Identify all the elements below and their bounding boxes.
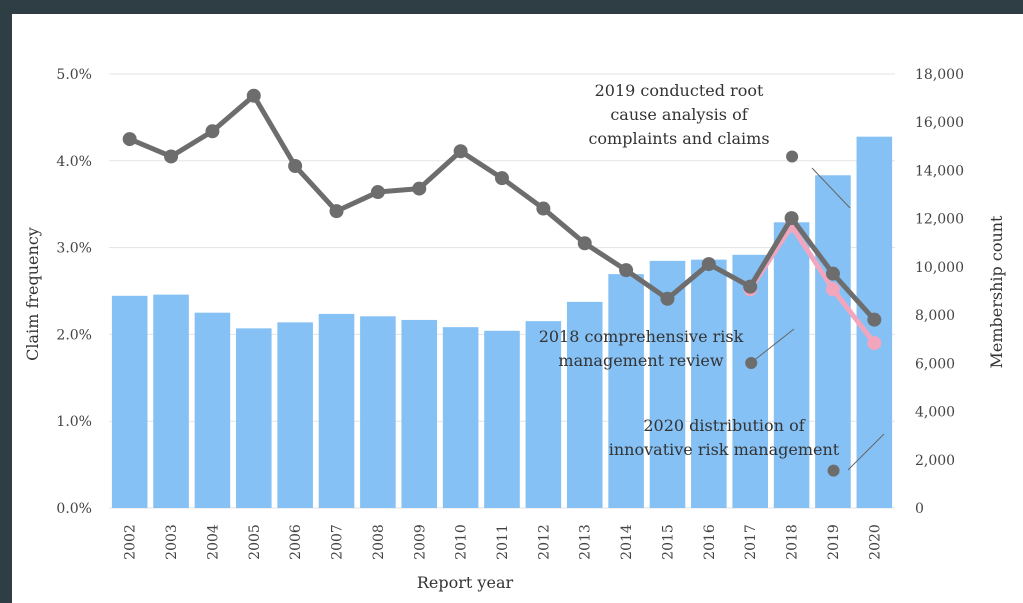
primary-point (370, 185, 385, 200)
bar (236, 328, 272, 508)
x-tick-label: 2003 (164, 524, 180, 560)
primary-point (329, 204, 344, 219)
x-tick-label: 2004 (205, 524, 221, 560)
primary-point (784, 211, 799, 226)
x-axis-ticks: 2002 2003 2004 2005 2006 2007 2008 2009 2010 2011… (123, 524, 884, 560)
primary-point (122, 132, 137, 147)
primary-point (164, 149, 179, 164)
bar (401, 319, 438, 508)
bar (525, 321, 562, 508)
right-tick-label: 4,000 (915, 405, 955, 421)
left-tick-label: 3.0% (56, 241, 92, 257)
primary-point (205, 124, 220, 139)
primary-point (701, 257, 716, 272)
bar (484, 330, 520, 508)
left-tick-label: 1.0% (56, 414, 92, 430)
primary-point (825, 266, 840, 281)
x-tick-label: 2014 (619, 524, 635, 560)
primary-point (412, 181, 427, 196)
x-tick-label: 2009 (412, 524, 428, 560)
bar (318, 313, 355, 508)
x-tick-label: 2002 (123, 524, 139, 560)
x-tick-label: 2020 (867, 524, 883, 560)
primary-point (619, 263, 634, 278)
x-tick-label: 2011 (495, 524, 511, 560)
right-axis-title: Membership count (987, 215, 1006, 369)
bar (277, 322, 313, 508)
right-tick-label: 10,000 (915, 260, 964, 276)
x-tick-label: 2006 (288, 524, 304, 560)
secondary-line (748, 223, 877, 345)
bar (153, 294, 189, 508)
primary-point (288, 159, 303, 174)
bar (732, 254, 768, 508)
annotation-text: management review (558, 351, 723, 370)
right-tick-label: 18,000 (915, 67, 964, 83)
annotation-marker (786, 150, 799, 163)
annotation-text: innovative risk management (609, 440, 840, 459)
primary-point (495, 171, 509, 186)
bar (691, 259, 727, 508)
x-axis-title: Report year (417, 573, 514, 592)
annotation-text: cause analysis of (610, 105, 748, 124)
primary-point (577, 236, 592, 251)
bar (815, 175, 851, 508)
bar (360, 316, 396, 508)
x-tick-label: 2017 (743, 524, 759, 560)
right-tick-label: 16,000 (915, 115, 964, 131)
primary-point (246, 88, 261, 103)
right-tick-label: 8,000 (915, 308, 955, 324)
x-tick-label: 2012 (536, 524, 552, 560)
annotation-text: 2019 conducted root (595, 81, 764, 100)
annotation-text: 2020 distribution of (643, 416, 805, 435)
left-tick-label: 4.0% (56, 154, 92, 170)
primary-point (536, 201, 551, 216)
annotation-leader (847, 433, 885, 471)
secondary-point (825, 282, 840, 297)
bar (194, 312, 231, 508)
left-axis-title: Claim frequency (23, 227, 42, 361)
primary-point (867, 312, 882, 327)
left-axis-ticks: 0.0% 1.0% 2.0% 3.0% 4.0% 5.0% (56, 67, 92, 517)
bar (608, 274, 644, 508)
right-tick-label: 2,000 (915, 453, 955, 469)
x-tick-label: 2013 (578, 524, 594, 560)
left-tick-label: 2.0% (56, 327, 92, 343)
annotation-leader (811, 167, 851, 209)
chart-frame: 0.0% 1.0% 2.0% 3.0% 4.0% 5.0% 0 2,000 4,000 6,00… (12, 14, 1023, 603)
left-tick-label: 5.0% (56, 67, 92, 83)
bar (111, 295, 148, 508)
x-tick-label: 2008 (371, 524, 387, 560)
bar (566, 301, 603, 508)
right-tick-label: 14,000 (915, 163, 964, 179)
annotation-text: complaints and claims (588, 129, 769, 148)
annotation-leader (751, 328, 795, 363)
bar (442, 327, 479, 508)
right-tick-label: 0 (915, 501, 924, 517)
right-tick-label: 6,000 (915, 356, 955, 372)
annotation-text: 2018 comprehensive risk (539, 327, 744, 346)
annotation-marker (745, 357, 758, 370)
x-tick-label: 2019 (826, 524, 842, 560)
line-series-primary (122, 88, 882, 327)
x-tick-label: 2018 (785, 524, 801, 560)
bar-series (111, 136, 893, 509)
x-tick-label: 2016 (702, 524, 718, 560)
x-tick-label: 2007 (330, 524, 346, 560)
right-tick-label: 12,000 (915, 212, 964, 228)
bar (773, 222, 810, 509)
primary-point (743, 279, 758, 294)
left-tick-label: 0.0% (56, 501, 92, 517)
combo-chart: 0.0% 1.0% 2.0% 3.0% 4.0% 5.0% 0 2,000 4,000 6,00… (23, 67, 1006, 592)
x-tick-label: 2015 (660, 524, 676, 560)
primary-point (453, 144, 468, 159)
right-axis-ticks: 0 2,000 4,000 6,000 8,000 10,000 12,000 14,000 1… (915, 67, 964, 517)
annotation-marker (827, 464, 840, 477)
x-tick-label: 2010 (454, 524, 470, 560)
secondary-point (867, 336, 882, 351)
annotations: 2019 conducted root cause analysis of comp… (539, 81, 885, 477)
primary-point (660, 291, 675, 306)
x-tick-label: 2005 (247, 524, 263, 560)
